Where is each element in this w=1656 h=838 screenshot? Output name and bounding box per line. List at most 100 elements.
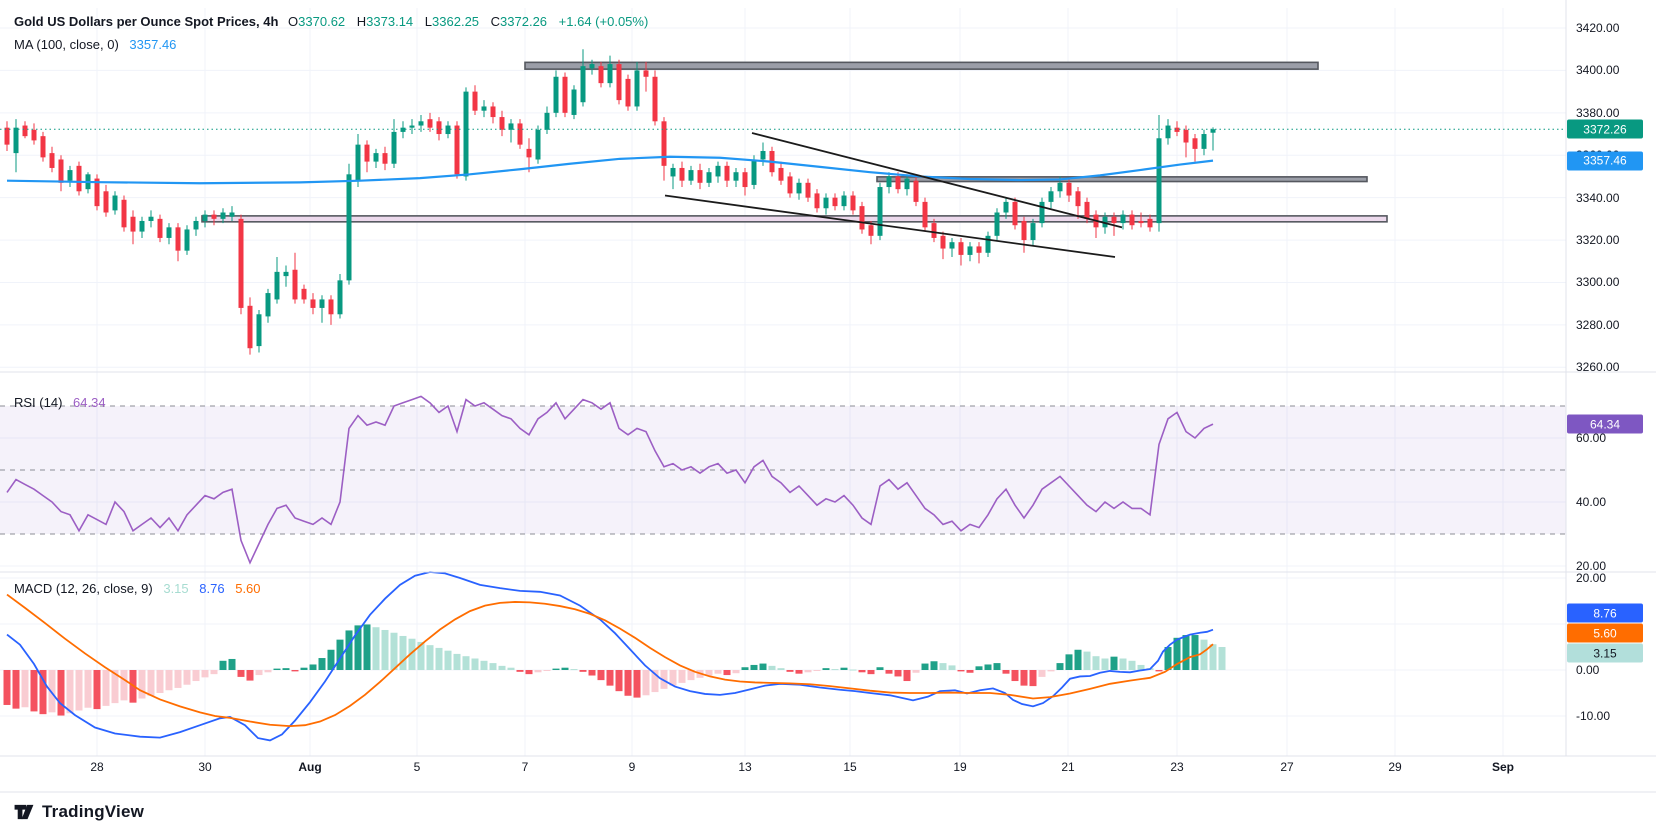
macd-hist-bar xyxy=(1128,660,1136,670)
macd-hist-bar xyxy=(39,670,47,715)
macd-hist-bar xyxy=(912,670,920,673)
level-resistance-3400 xyxy=(524,61,1319,70)
candle xyxy=(1048,191,1054,202)
candle xyxy=(229,212,235,217)
candle xyxy=(778,167,784,181)
candle xyxy=(742,172,748,188)
candle xyxy=(184,229,190,251)
candle xyxy=(787,176,793,194)
candle xyxy=(328,299,334,315)
candle xyxy=(1102,216,1108,228)
macd-hist-bar xyxy=(183,670,191,685)
candle xyxy=(841,195,847,207)
time-axis-label: 15 xyxy=(843,760,857,774)
candle xyxy=(319,299,325,308)
rsi-label: RSI (14) xyxy=(14,395,63,410)
candle xyxy=(265,293,271,317)
time-axis-label: 21 xyxy=(1061,760,1075,774)
time-axis-label: 7 xyxy=(521,760,529,774)
time-axis-label: 30 xyxy=(198,760,212,774)
macd-hist-bar xyxy=(1083,651,1091,670)
macd-line-value: 8.76 xyxy=(199,581,225,596)
candle xyxy=(616,64,622,101)
macd-hist-bar xyxy=(165,670,173,691)
macd-hist-bar xyxy=(489,663,497,670)
symbol-legend[interactable]: Gold US Dollars per Ounce Spot Prices, 4… xyxy=(14,14,656,29)
candle xyxy=(292,269,298,300)
macd-hist-bar xyxy=(426,645,434,670)
ma-value: 3357.46 xyxy=(129,37,177,52)
candle xyxy=(175,227,181,251)
price-axis-label: 3420.00 xyxy=(1576,21,1620,35)
macd-hist-bar xyxy=(894,670,902,677)
macd-label: MACD (12, 26, close, 9) xyxy=(14,581,153,596)
macd-hist-bar xyxy=(570,669,578,671)
macd-hist-bar xyxy=(867,670,875,675)
macd-hist-bar xyxy=(804,670,812,673)
price-axis-label: 3400.00 xyxy=(1576,63,1620,78)
lower-falling-trendline xyxy=(664,194,1116,258)
candle xyxy=(193,220,199,230)
macd-axis-label: 0.00 xyxy=(1576,663,1600,677)
candle xyxy=(301,288,307,300)
candle xyxy=(157,218,163,238)
high-value: 3373.14 xyxy=(366,14,414,29)
close-value: 3372.26 xyxy=(500,14,548,29)
candle xyxy=(589,64,595,69)
candle xyxy=(436,121,442,135)
candle xyxy=(499,117,505,130)
candle xyxy=(4,127,10,145)
rsi-legend[interactable]: RSI (14) 64.34 xyxy=(14,395,106,410)
candle xyxy=(166,227,172,238)
macd-hist-bar xyxy=(345,630,353,670)
macd-hist-bar xyxy=(552,668,560,670)
candle xyxy=(967,246,973,255)
candle xyxy=(247,305,253,349)
candle xyxy=(1210,129,1216,133)
candle xyxy=(220,212,226,219)
candle xyxy=(895,176,901,190)
candle xyxy=(76,165,82,192)
macd-signal-line xyxy=(6,593,1214,728)
high-key: H xyxy=(356,14,367,29)
candle xyxy=(724,165,730,181)
ma-legend[interactable]: MA (100, close, 0) 3357.46 xyxy=(14,37,176,52)
candle xyxy=(373,153,379,162)
symbol-title: Gold US Dollars per Ounce Spot Prices, 4… xyxy=(14,14,279,29)
macd-hist-bar xyxy=(1191,635,1199,670)
price-axis-label: 3340.00 xyxy=(1576,190,1620,205)
macd-hist-bar xyxy=(606,670,614,686)
candle xyxy=(976,246,982,253)
macd-axis-label: 20.00 xyxy=(1576,571,1607,585)
macd-hist-bar xyxy=(876,667,884,670)
candle xyxy=(121,199,127,228)
macd-hist-bar xyxy=(561,667,569,670)
close-key: C xyxy=(490,14,501,29)
macd-hist-bar xyxy=(822,668,830,670)
macd-hist-bar xyxy=(1029,670,1037,687)
time-axis-label: Aug xyxy=(298,760,322,774)
macd-hist-bar xyxy=(651,670,659,693)
macd-legend[interactable]: MACD (12, 26, close, 9) 3.15 8.76 5.60 xyxy=(14,581,261,596)
ma-value-badge: 3357.46 xyxy=(1567,151,1643,171)
macd-hist-bar xyxy=(336,639,344,670)
macd-hist-bar xyxy=(255,670,263,676)
candle xyxy=(922,201,928,228)
candle xyxy=(1120,214,1126,224)
candle xyxy=(490,106,496,118)
macd-hist-bar xyxy=(480,660,488,670)
candle xyxy=(1165,125,1171,139)
macd-hist-bar xyxy=(120,670,128,701)
candle xyxy=(310,299,316,308)
candle xyxy=(355,144,361,181)
candle xyxy=(22,125,28,137)
macd-hist-bar xyxy=(516,670,524,672)
macd-hist-bar xyxy=(786,670,794,672)
macd-hist-bar xyxy=(939,663,947,670)
time-axis-label: 9 xyxy=(628,760,636,774)
tradingview-logo[interactable]: TradingView xyxy=(13,801,144,823)
candle xyxy=(1138,220,1144,224)
candle xyxy=(1012,201,1018,226)
candle xyxy=(598,66,604,84)
